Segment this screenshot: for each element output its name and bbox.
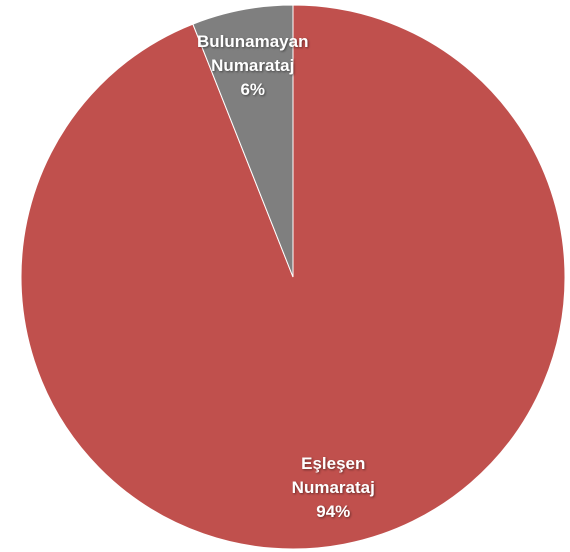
value-label: 6%	[240, 79, 266, 99]
slice-label: Eşleşen Numarataj 94%	[268, 452, 398, 524]
value-label: 94%	[316, 502, 351, 522]
category-label: Bulunamayan Numarataj	[196, 31, 309, 75]
category-label: Eşleşen Numarataj	[291, 454, 375, 498]
pie-slice	[192, 4, 294, 278]
slice-label: Bulunamayan Numarataj 6%	[188, 30, 318, 102]
